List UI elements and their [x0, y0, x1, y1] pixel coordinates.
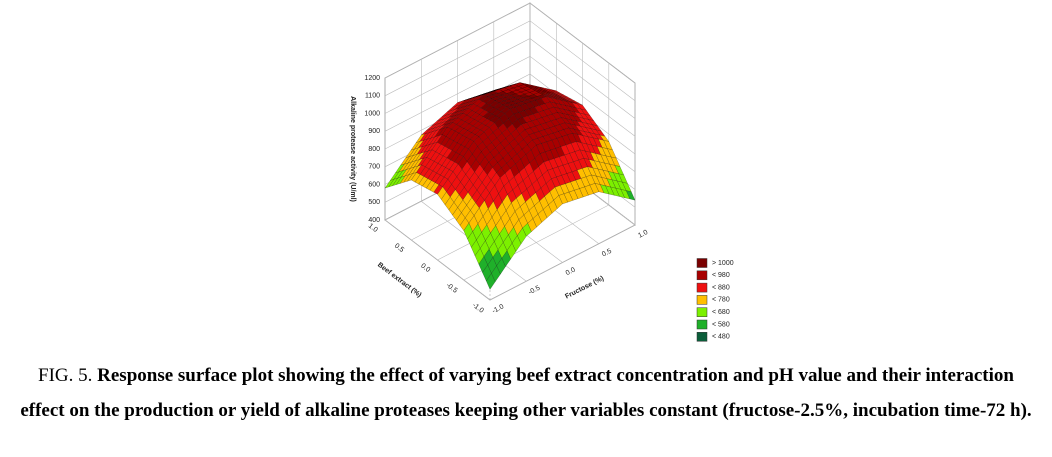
legend-label: > 1000: [712, 260, 734, 267]
z-tick-label: 400: [368, 217, 380, 224]
surface-cell: [486, 273, 496, 290]
legend-swatch: [696, 307, 708, 317]
caption: FIG. 5. Response surface plot showing th…: [20, 358, 1032, 428]
x-tick-label: -1.0: [471, 302, 485, 315]
caption-label: FIG. 5.: [38, 365, 93, 386]
grid-line: [384, 78, 491, 301]
z-axis-label: Alkaline protease activity (U/ml): [349, 96, 356, 202]
x-tick-label: 0.0: [419, 263, 431, 275]
z-tick-label: 700: [368, 164, 380, 171]
z-tick-label: 600: [368, 181, 380, 188]
caption-text: Response surface plot showing the effect…: [20, 365, 1032, 421]
y-tick-label: 0.5: [601, 248, 613, 259]
legend-label: < 780: [712, 297, 730, 304]
y-tick-label: -0.5: [527, 285, 541, 297]
z-tick-label: 1000: [364, 110, 380, 117]
legend-label: < 480: [712, 334, 730, 341]
legend-swatch: [696, 282, 708, 293]
y-tick-label: -1.0: [491, 303, 505, 315]
legend-label: < 980: [712, 272, 730, 279]
legend-swatch: [696, 295, 708, 305]
x-tick-label: -0.5: [445, 282, 459, 295]
chart: 400 500 600 700 800 900 1000 1100 1200 -1.0 -0.5 0.…: [349, 2, 734, 342]
z-tick-label: 1200: [364, 75, 380, 82]
z-tick-label: 900: [368, 128, 380, 135]
legend-label: < 680: [712, 309, 730, 316]
y-tick-label: 1.0: [637, 229, 649, 240]
z-tick-label: 1100: [365, 93, 380, 100]
legend-swatch: [696, 258, 708, 268]
legend-label: < 580: [712, 321, 730, 328]
y-axis-label: Fructose (%): [564, 275, 605, 300]
x-tick-label: 1.0: [367, 223, 379, 235]
x-tick-label: 0.5: [393, 243, 405, 255]
legend-swatch: [696, 270, 708, 281]
legend-swatch: [696, 332, 708, 342]
y-tick-label: 0.0: [565, 266, 577, 277]
legend-swatch: [696, 319, 708, 330]
legend-label: < 880: [712, 284, 730, 291]
z-tick-label: 500: [368, 199, 380, 206]
z-tick-label: 800: [368, 146, 380, 153]
x-axis-label: Beef extract (%): [376, 262, 422, 299]
